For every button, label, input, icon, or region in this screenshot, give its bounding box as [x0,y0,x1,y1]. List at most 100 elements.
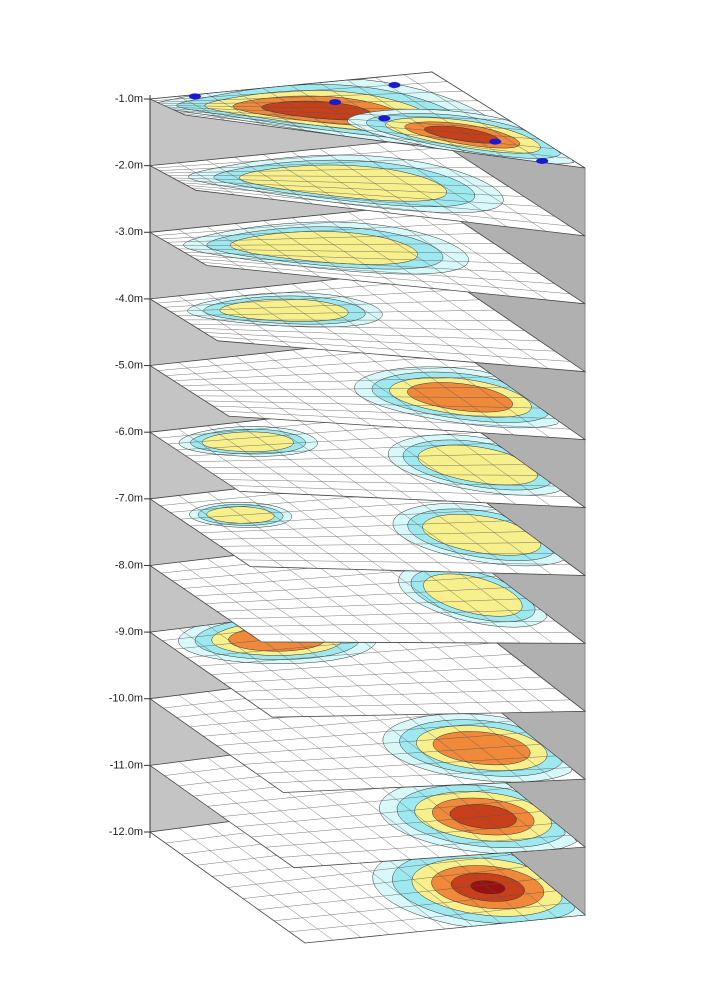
slice-grid [184,252,525,264]
y-tick-label: -12.0m [109,826,143,838]
slice-grid [349,343,479,433]
slice-grid [182,182,540,207]
slice-grid [265,823,556,848]
slice-grid [221,479,556,487]
slice [148,465,587,576]
slice-grid [210,531,526,540]
slice-grid [194,453,511,462]
slice-grid [404,140,547,232]
slice-grid [236,799,527,827]
slice-grid [348,277,475,363]
y-tick-label: -4.0m [115,293,143,305]
y-tick-label: -6.0m [115,426,143,438]
slice-grid [319,214,434,289]
slice-grid [258,878,542,910]
y-tick-label: -5.0m [115,359,143,371]
slice-grid [403,74,546,163]
y-tick-label: -3.0m [115,226,143,238]
slice-grid [227,609,541,620]
slice-grid [235,676,541,692]
slice-grid [375,77,506,158]
borehole-marker [388,82,401,89]
slice [148,268,587,373]
slice-grid [320,346,443,431]
slice-grid [376,208,510,297]
slice-grid [210,336,570,362]
slice-grid [227,854,513,888]
slice-grid [321,412,447,502]
slice-grid [216,598,526,612]
slice-grid [190,323,525,331]
slice-grid [205,400,540,409]
slice-grid [181,113,570,159]
slice-grid [260,699,571,709]
slice-grid [319,148,430,218]
slice-grid [347,79,466,153]
contour-band [423,573,523,617]
slice-grid [320,280,439,360]
slice [148,531,587,644]
slice [148,399,587,508]
slice-grid [189,386,510,392]
slice [148,71,586,169]
slice-grid [242,866,528,899]
slice-grid [195,258,555,284]
borehole-marker [188,93,201,100]
slice-grid [170,108,524,130]
y-tick-label: -1.0m [115,93,143,105]
slice-grid [269,767,571,784]
borehole-marker [489,138,502,145]
slice-grid [186,185,555,217]
slice-grid [250,811,542,838]
slice-grid [240,559,571,565]
slice-grid [229,732,527,756]
slice-grid [200,520,511,533]
slice-grid [204,332,555,352]
slice-grid [197,328,540,342]
slice-grid [247,688,556,701]
y-tick-label: -7.0m [115,493,143,505]
slice-grid [174,110,540,140]
slice-grid [220,410,571,430]
y-tick-label: -11.0m [110,759,143,771]
slice-grid [348,211,472,293]
slice-grid [289,902,571,933]
slice-grid [239,620,556,627]
y-tick-label: -2.0m [115,160,143,172]
slice [148,137,586,237]
slice-grid [216,720,512,746]
slice-grid [250,631,571,635]
slice-grid [376,143,508,227]
y-tick-label: -10.0m [109,693,143,705]
slice-grid [230,485,571,498]
slice-grid [223,665,527,684]
slice-grid [211,653,512,675]
slice-grid [178,248,510,254]
slice-grid [279,835,571,858]
borehole-marker [329,99,342,106]
borehole-marker [536,157,549,164]
slice-grid [189,255,540,274]
borehole-marker [378,115,391,122]
slice-grid [167,106,509,121]
slice [148,334,587,441]
y-tick-label: -8.0m [115,559,143,571]
slice-grid [205,587,512,604]
slice [148,202,586,305]
slice-grid [243,744,542,765]
slice-grid [212,473,541,476]
slice-grid [273,890,557,921]
slice-grid [203,464,526,468]
slice-grid [220,542,541,547]
slice-grid [404,206,548,301]
slice-grid [201,262,570,294]
y-tick-label: -9.0m [115,626,143,638]
slice-grid [172,177,509,187]
slice-grid [347,145,469,223]
slice-grid [191,187,570,227]
slice-grid [197,395,525,398]
slice-grid [256,755,556,774]
slice-grid [222,787,513,817]
